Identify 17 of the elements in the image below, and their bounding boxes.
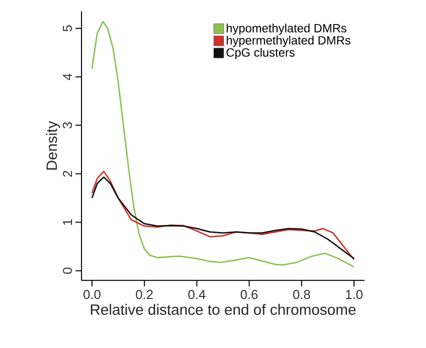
x-tick-label: 0.4 <box>188 290 206 300</box>
x-tick-label: 0.0 <box>83 290 100 300</box>
x-tick-label: 0.2 <box>136 290 153 300</box>
y-tick-label: 4 <box>63 74 72 80</box>
y-tick-label: 0 <box>62 268 72 274</box>
y-tick-label: 5 <box>62 25 72 32</box>
legend-label: CpG clusters <box>226 48 295 60</box>
x-tick-label: 0.8 <box>293 290 310 300</box>
y-tick-label: 2 <box>62 170 72 177</box>
legend-label: hypomethylated DMRs <box>226 24 346 35</box>
y-tick-label: 1 <box>63 219 72 225</box>
y-tick-label: 3 <box>62 122 72 128</box>
x-axis-title: Relative distance to end of chromosome <box>90 304 356 315</box>
y-axis-title: Density <box>46 121 60 170</box>
x-tick-label: 0.6 <box>240 290 258 300</box>
legend-label: hypermethylated DMRs <box>226 36 350 47</box>
x-tick-label: 1.0 <box>346 290 363 300</box>
